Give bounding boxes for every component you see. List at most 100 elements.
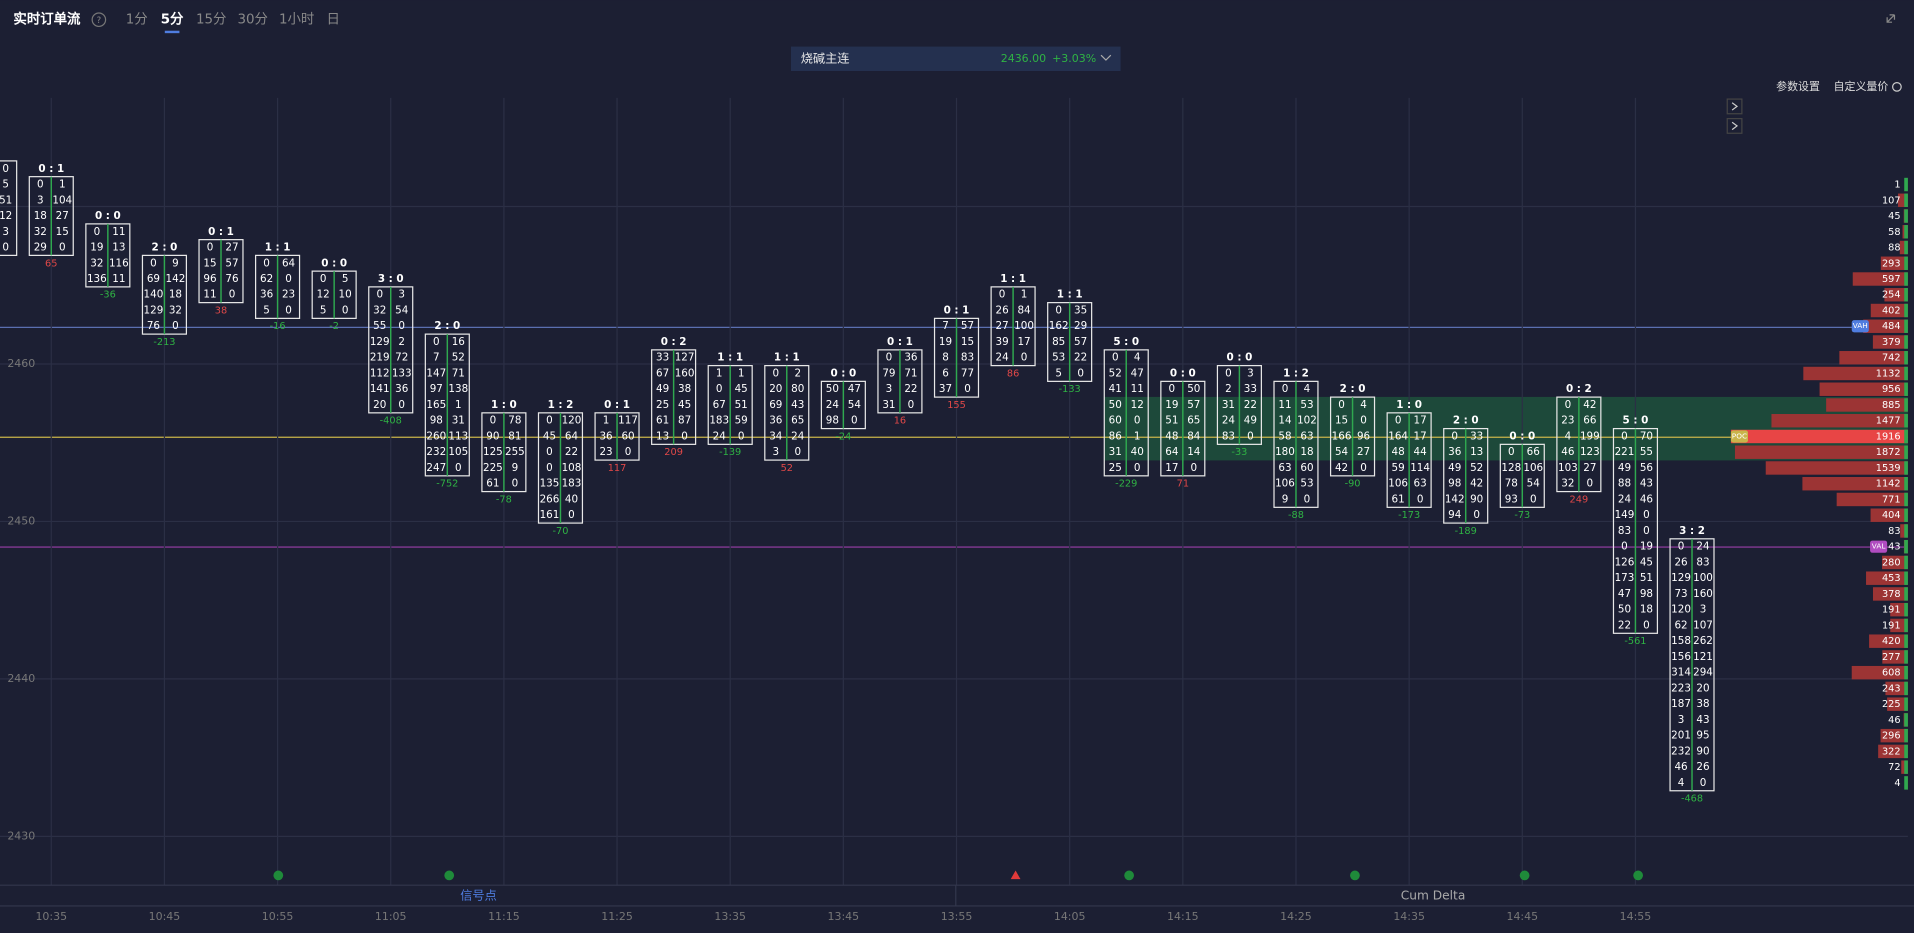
help-icon[interactable] xyxy=(91,12,107,28)
cell-volume: 27 xyxy=(1583,462,1596,474)
profile-bar xyxy=(1866,571,1908,585)
profile-bar-side xyxy=(1904,429,1908,444)
cell-volume: 11 xyxy=(112,226,125,238)
nav-expand[interactable] xyxy=(1726,118,1743,134)
cell-volume: 51 xyxy=(0,194,12,206)
custom-link[interactable]: 自定义量价 xyxy=(1834,79,1889,93)
profile-bar-side xyxy=(1904,303,1908,318)
cell-volume: 114 xyxy=(1410,462,1430,474)
profile-marker-label: VAH xyxy=(1853,321,1868,330)
cell-volume: 50 xyxy=(1618,604,1631,616)
cell-volume: 48 xyxy=(1165,430,1178,442)
tab[interactable]: 15分 xyxy=(196,12,226,28)
help-text[interactable]: ? xyxy=(97,16,102,26)
candle-ratio: 3 : 2 xyxy=(1679,525,1705,537)
dropdown-icon[interactable] xyxy=(1100,54,1112,61)
price-label: 2440 xyxy=(7,672,35,685)
settings-link[interactable]: 参数设置 xyxy=(1776,79,1820,93)
profile-value: 191 xyxy=(1882,620,1901,631)
profile-value: 378 xyxy=(1882,589,1901,600)
cell-volume: 57 xyxy=(1074,336,1087,348)
cell-volume: 72 xyxy=(395,352,408,364)
cell-volume: 0 xyxy=(433,336,440,348)
cell-volume: 49 xyxy=(656,383,669,395)
cell-volume: 187 xyxy=(1671,698,1691,710)
cell-volume: 5 xyxy=(263,304,270,316)
signal-tab[interactable]: 信号点 xyxy=(460,889,497,903)
cell-volume: 24 xyxy=(996,352,1010,364)
cell-volume: 9 xyxy=(172,257,179,269)
cell-volume: 45 xyxy=(1640,556,1653,568)
cell-volume: 0 xyxy=(772,367,779,379)
time-label: 11:05 xyxy=(375,910,407,923)
cell-volume: 33 xyxy=(1244,383,1257,395)
cell-volume: 129 xyxy=(1671,572,1691,584)
cell-volume: 0 xyxy=(1508,446,1515,458)
cell-volume: 0 xyxy=(285,304,292,316)
cell-volume: 61 xyxy=(1392,493,1405,505)
profile-bar xyxy=(1882,650,1908,664)
cell-volume: 160 xyxy=(1693,588,1713,600)
cell-volume: 43 xyxy=(1640,478,1653,490)
cumdelta-tab[interactable]: Cum Delta xyxy=(1401,889,1465,903)
cell-volume: 63 xyxy=(1278,462,1291,474)
cell-volume: 1 xyxy=(1021,289,1028,301)
nav-next[interactable] xyxy=(1726,98,1743,115)
cell-volume: 0 xyxy=(37,179,44,191)
cell-volume: 0 xyxy=(1451,430,1458,442)
cell-volume: 126 xyxy=(1615,556,1635,568)
cell-volume: 52 xyxy=(1109,367,1122,379)
cell-volume: 0 xyxy=(964,383,971,395)
cell-volume: 0 xyxy=(1587,478,1594,490)
tab[interactable]: 日 xyxy=(327,13,340,28)
cell-volume: 0 xyxy=(94,226,101,238)
cell-volume: 129 xyxy=(144,304,164,316)
instrument-box[interactable] xyxy=(790,46,1121,72)
cell-volume: 32 xyxy=(90,257,103,269)
cell-volume: 98 xyxy=(1640,588,1653,600)
cell-volume: 13 xyxy=(656,430,669,442)
cell-volume: 9 xyxy=(1282,493,1289,505)
cell-volume: 46 xyxy=(1674,761,1687,773)
time-label: 14:25 xyxy=(1280,910,1312,923)
cell-volume: 76 xyxy=(225,273,238,285)
custom-icon[interactable] xyxy=(1892,81,1902,92)
cell-volume: 27 xyxy=(996,320,1009,332)
time-label: 11:15 xyxy=(488,910,520,923)
cell-volume: 0 xyxy=(851,415,858,427)
cell-volume: 0 xyxy=(1621,430,1628,442)
cell-volume: 0 xyxy=(625,446,632,458)
cell-volume: 14 xyxy=(1187,446,1201,458)
cell-volume: 90 xyxy=(486,430,499,442)
cell-volume: 64 xyxy=(565,430,579,442)
profile-bar-side xyxy=(1904,445,1908,459)
candle-delta: -752 xyxy=(436,479,458,490)
cell-volume: 95 xyxy=(1696,730,1709,742)
cell-volume: 77 xyxy=(961,367,974,379)
cell-volume: 40 xyxy=(565,493,578,505)
cell-volume: 0 xyxy=(1021,352,1028,364)
cell-volume: 53 xyxy=(1052,352,1065,364)
cell-volume: 0 xyxy=(2,163,9,175)
cell-volume: 66 xyxy=(1583,415,1596,427)
cell-volume: 27 xyxy=(225,242,238,254)
profile-marker xyxy=(1730,430,1748,443)
time-label: 13:35 xyxy=(714,910,746,923)
cell-volume: 47 xyxy=(1131,367,1144,379)
tab[interactable]: 30分 xyxy=(237,12,267,28)
tab[interactable]: 5分 xyxy=(161,12,184,28)
cell-volume: 17 xyxy=(1414,415,1427,427)
tab[interactable]: 1分 xyxy=(126,12,148,28)
cell-volume: 221 xyxy=(1615,446,1635,458)
cell-volume: 98 xyxy=(430,415,443,427)
cell-volume: 57 xyxy=(225,257,238,269)
footprint-candle: 1 : 1 0 35 162 29 85 57 53 22 5 0 -133 xyxy=(1047,289,1093,395)
cell-volume: 86 xyxy=(1109,430,1122,442)
cell-volume: 164 xyxy=(1388,430,1408,442)
candle-delta: -2 xyxy=(329,321,339,332)
collapse-icon[interactable] xyxy=(1886,14,1896,23)
profile-bar-side xyxy=(1904,681,1908,696)
tab[interactable]: 1小时 xyxy=(279,12,314,28)
profile-bar xyxy=(1734,445,1908,459)
